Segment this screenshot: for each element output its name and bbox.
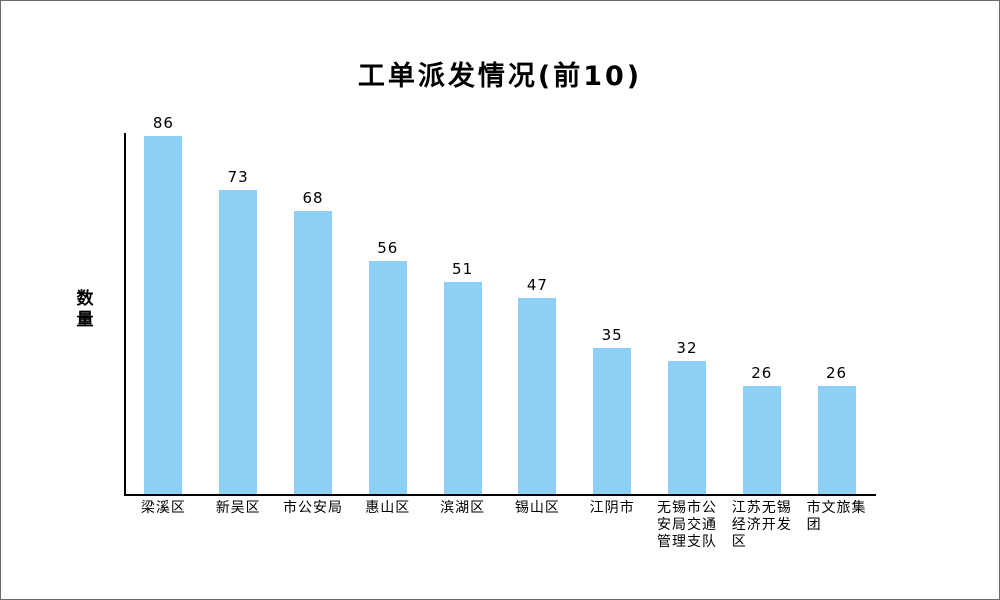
x-axis-label: 梁溪区 bbox=[140, 500, 186, 516]
x-axis-line bbox=[124, 494, 876, 496]
bar-value-label: 73 bbox=[227, 168, 249, 186]
y-axis-label: 数量 bbox=[76, 289, 94, 331]
x-axis-label: 惠山区 bbox=[365, 500, 411, 516]
x-axis-label: 滨湖区 bbox=[440, 500, 486, 516]
bar-value-label: 26 bbox=[826, 364, 848, 382]
bar-value-label: 86 bbox=[152, 114, 174, 132]
bar-value-label: 26 bbox=[751, 364, 773, 382]
bar-value-label: 56 bbox=[377, 239, 399, 257]
bar[interactable] bbox=[518, 298, 557, 494]
bar[interactable] bbox=[443, 282, 482, 494]
x-axis-label: 江苏无锡 经济开发 区 bbox=[731, 500, 792, 550]
y-axis-line bbox=[124, 133, 126, 496]
bar-value-label: 68 bbox=[302, 189, 324, 207]
x-axis-label: 锡山区 bbox=[514, 500, 560, 516]
bar-slot: 73 bbox=[201, 134, 276, 494]
bar[interactable] bbox=[742, 386, 781, 494]
bar-value-label: 35 bbox=[601, 326, 623, 344]
bar-slot: 68 bbox=[276, 134, 351, 494]
x-axis-label: 新吴区 bbox=[215, 500, 261, 516]
bar[interactable] bbox=[817, 386, 856, 494]
bar-slot: 47 bbox=[500, 134, 575, 494]
bar-slot: 56 bbox=[350, 134, 425, 494]
x-axis-labels-row: 梁溪区 新吴区 市公安局 惠山区 滨湖区 锡山区 江阴市 无锡市公 安局交通 管理支队 江苏无锡… bbox=[126, 500, 874, 550]
bar[interactable] bbox=[368, 261, 407, 494]
bar[interactable] bbox=[293, 211, 332, 494]
plot-area: 86 73 68 56 51 47 35 32 26 26 bbox=[126, 114, 874, 494]
bar-value-label: 32 bbox=[676, 339, 698, 357]
bar[interactable] bbox=[219, 190, 258, 494]
bar[interactable] bbox=[667, 361, 706, 494]
x-axis-label: 无锡市公 安局交通 管理支队 bbox=[656, 500, 717, 550]
bar-slot: 32 bbox=[650, 134, 725, 494]
bar[interactable] bbox=[593, 348, 632, 494]
bar-slot: 26 bbox=[724, 134, 799, 494]
x-axis-label: 市文旅集 团 bbox=[806, 500, 867, 533]
bar-slot: 26 bbox=[799, 134, 874, 494]
x-axis-label: 江阴市 bbox=[589, 500, 635, 516]
bar-slot: 35 bbox=[575, 134, 650, 494]
x-axis-label: 市公安局 bbox=[282, 500, 343, 516]
bar[interactable] bbox=[144, 136, 183, 494]
bar-value-label: 51 bbox=[452, 260, 474, 278]
bar-slot: 51 bbox=[425, 134, 500, 494]
bar-value-label: 47 bbox=[526, 276, 548, 294]
bar-slot: 86 bbox=[126, 114, 201, 494]
chart-title: 工单派发情况(前10) bbox=[357, 61, 643, 92]
